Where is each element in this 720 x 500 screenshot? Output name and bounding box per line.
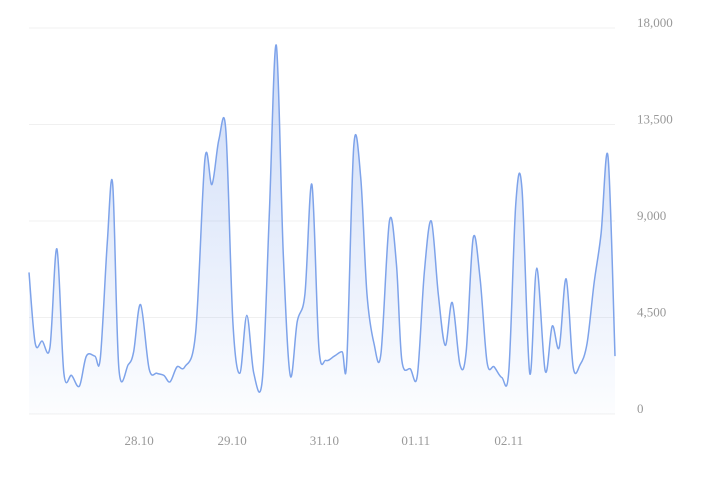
x-tick-label: 01.11 <box>401 433 430 448</box>
y-tick-label: 13,500 <box>637 111 673 126</box>
y-tick-label: 4,500 <box>637 304 666 319</box>
x-tick-label: 29.10 <box>217 433 246 448</box>
x-tick-label: 31.10 <box>310 433 339 448</box>
area-fill <box>29 44 615 415</box>
y-tick-label: 18,000 <box>637 15 673 30</box>
y-tick-label: 9,000 <box>637 208 666 223</box>
x-tick-label: 28.10 <box>124 433 153 448</box>
line <box>28 44 616 393</box>
y-tick-label: 0 <box>637 401 644 416</box>
x-tick-label: 02.11 <box>494 433 523 448</box>
